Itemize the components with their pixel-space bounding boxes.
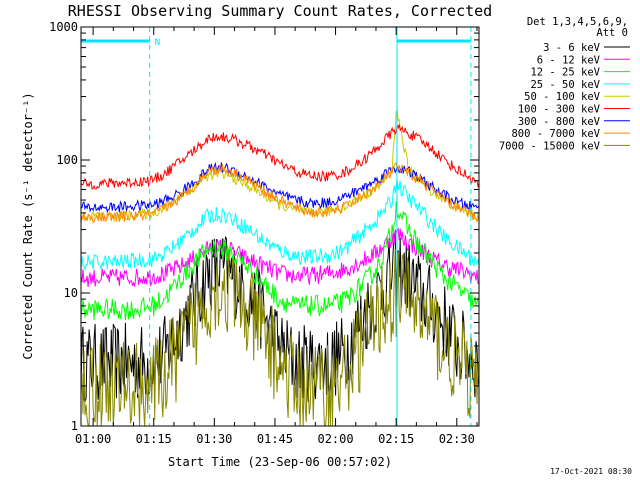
series-line-800-7000-kev xyxy=(80,162,480,224)
series-line-300-800-kev xyxy=(80,161,480,214)
series-line-6-12-kev xyxy=(80,227,480,288)
series-line-25-50-kev xyxy=(80,179,480,271)
x-tick-label: 01:30 xyxy=(196,432,232,446)
y-tick-label: 1 xyxy=(71,419,78,433)
legend-label-6-12-kev: 6 - 12 keV xyxy=(537,54,601,66)
series-line-7000-15000-kev xyxy=(80,248,480,427)
series-layer xyxy=(80,108,480,427)
chart-title: RHESSI Observing Summary Count Rates, Co… xyxy=(68,2,492,20)
legend-label-25-50-kev: 25 - 50 keV xyxy=(530,79,600,91)
axis-ticks: 01:00 01:15 01:30 01:45 02:00 02:15 02:30 1 10 10… xyxy=(49,20,479,446)
y-tick-label: 1000 xyxy=(49,20,78,34)
attenuator-markers: N xyxy=(81,27,472,426)
legend-label-100-300-kev: 100 - 300 keV xyxy=(518,104,601,116)
series-line-100-300-kev xyxy=(80,124,480,190)
legend-header-line: Det 1,3,4,5,6,9, xyxy=(527,16,628,28)
legend-label-12-25-kev: 12 - 25 keV xyxy=(530,67,600,79)
x-tick-label: 01:15 xyxy=(136,432,172,446)
x-tick-label: 02:15 xyxy=(378,432,414,446)
generation-timestamp: 17-Oct-2021 08:30 xyxy=(550,467,632,476)
x-axis-label: Start Time (23-Sep-06 00:57:02) xyxy=(168,455,392,469)
series-line-12-25-kev xyxy=(80,200,480,321)
y-tick-label: 100 xyxy=(56,153,78,167)
x-tick-label: 02:30 xyxy=(439,432,475,446)
legend-header-line: Att 0 xyxy=(596,27,628,39)
x-tick-label: 01:00 xyxy=(75,432,111,446)
legend-label-800-7000-kev: 800 - 7000 keV xyxy=(511,128,600,140)
legend-label-300-800-kev: 300 - 800 keV xyxy=(518,116,601,128)
legend-label-7000-15000-kev: 7000 - 15000 keV xyxy=(499,140,601,152)
plot-frame xyxy=(80,26,480,427)
y-tick-label: 10 xyxy=(64,286,78,300)
legend-label-3-6-kev: 3 - 6 keV xyxy=(543,42,601,54)
attenuator-flag: N xyxy=(155,38,160,48)
x-tick-label: 02:00 xyxy=(317,432,353,446)
series-line-3-6-kev xyxy=(80,231,480,403)
y-axis-label: Corrected Count Rate (s⁻¹ detector⁻¹) xyxy=(21,92,35,359)
x-tick-label: 01:45 xyxy=(257,432,293,446)
legend-label-50-100-kev: 50 - 100 keV xyxy=(524,91,601,103)
